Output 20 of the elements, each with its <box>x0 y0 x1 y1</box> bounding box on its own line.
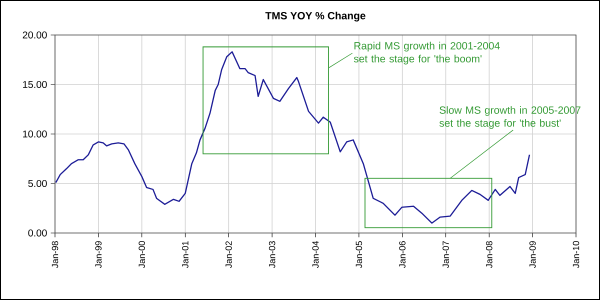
x-tick-label: Jan-10 <box>572 241 580 268</box>
x-tick-label: Jan-06 <box>399 241 406 268</box>
y-tick-label: 5.00 <box>28 180 47 188</box>
x-tick-label: Jan-04 <box>312 241 319 268</box>
y-tick-label: 0.00 <box>28 229 47 237</box>
annotation: Rapid MS growth in 2001-2004 set the stage for 'the boom' <box>354 42 500 64</box>
x-tick-label: Jan-09 <box>529 241 536 268</box>
y-tick-label: 10.00 <box>23 130 47 138</box>
x-tick-label: Jan-05 <box>356 241 362 268</box>
y-tick-label: 20.00 <box>22 31 47 39</box>
x-tick-label: Jan-03 <box>268 241 276 268</box>
chart-title: TMS YOY % Change <box>265 12 366 22</box>
x-tick-label: Jan-08 <box>486 241 492 268</box>
x-tick-label: Jan-07 <box>442 241 449 268</box>
x-tick-label: Jan-02 <box>225 241 232 268</box>
x-tick-label: Jan-98 <box>52 241 58 268</box>
x-tick-label: Jan-99 <box>95 241 102 268</box>
y-tick-label: 15.00 <box>23 80 47 88</box>
x-tick-label: Jan-01 <box>182 241 188 268</box>
x-tick-label: Jan-00 <box>138 241 146 268</box>
